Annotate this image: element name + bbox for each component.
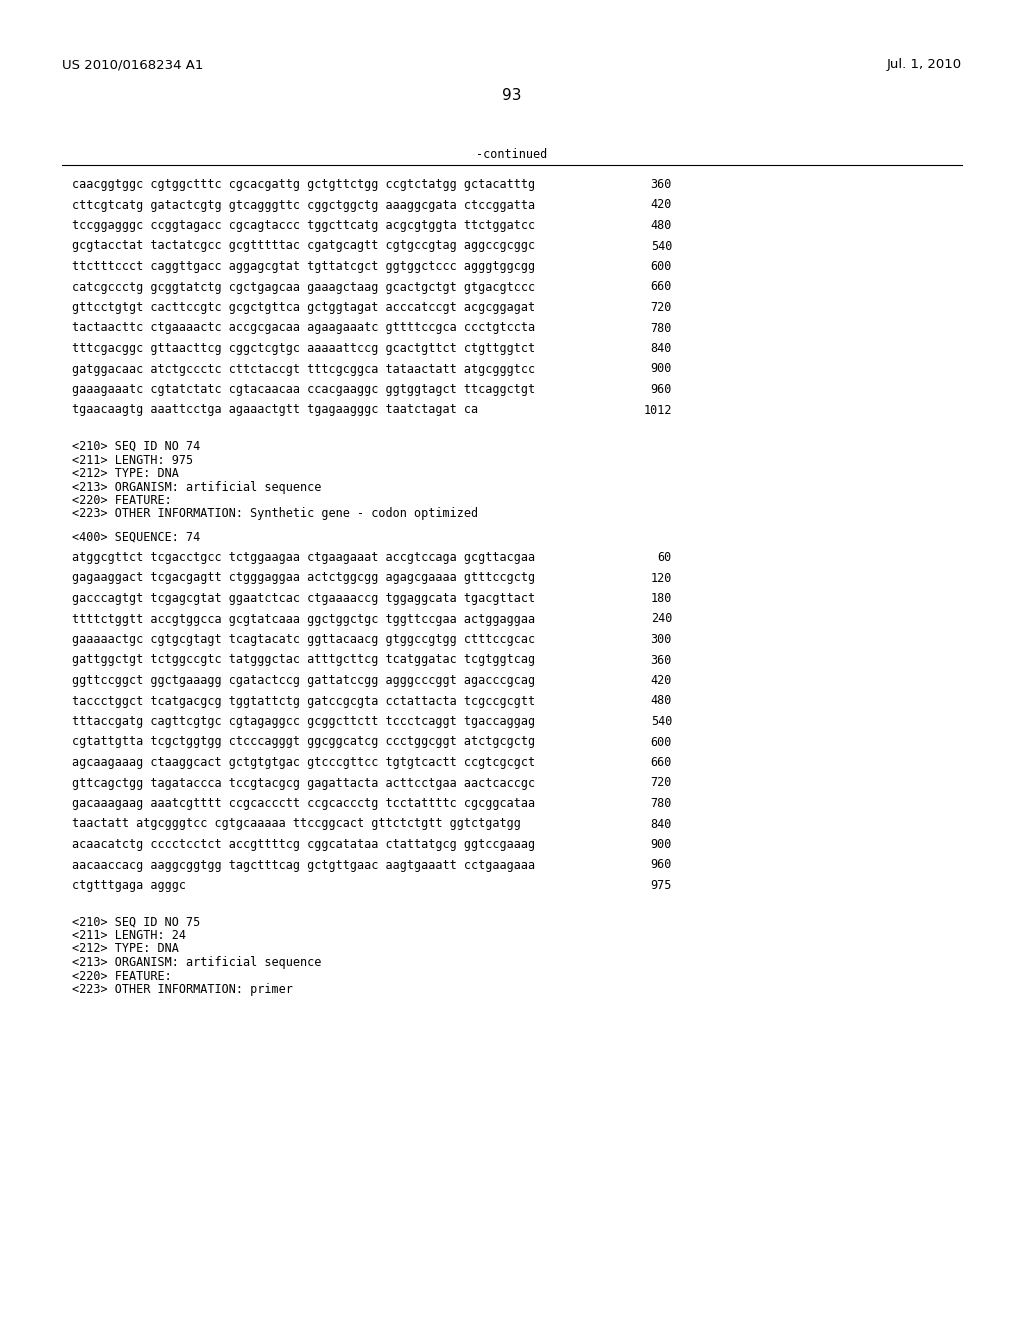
Text: gcgtacctat tactatcgcc gcgtttttac cgatgcagtt cgtgccgtag aggccgcggc: gcgtacctat tactatcgcc gcgtttttac cgatgca…: [72, 239, 536, 252]
Text: gttcagctgg tagataccca tccgtacgcg gagattacta acttcctgaa aactcaccgc: gttcagctgg tagataccca tccgtacgcg gagatta…: [72, 776, 536, 789]
Text: <210> SEQ ID NO 74: <210> SEQ ID NO 74: [72, 440, 201, 453]
Text: tactaacttc ctgaaaactc accgcgacaa agaagaaatc gttttccgca ccctgtccta: tactaacttc ctgaaaactc accgcgacaa agaagaa…: [72, 322, 536, 334]
Text: 420: 420: [650, 675, 672, 686]
Text: <223> OTHER INFORMATION: Synthetic gene - codon optimized: <223> OTHER INFORMATION: Synthetic gene …: [72, 507, 478, 520]
Text: 93: 93: [502, 88, 522, 103]
Text: agcaagaaag ctaaggcact gctgtgtgac gtcccgttcc tgtgtcactt ccgtcgcgct: agcaagaaag ctaaggcact gctgtgtgac gtcccgt…: [72, 756, 536, 770]
Text: 600: 600: [650, 260, 672, 273]
Text: US 2010/0168234 A1: US 2010/0168234 A1: [62, 58, 204, 71]
Text: <400> SEQUENCE: 74: <400> SEQUENCE: 74: [72, 531, 201, 544]
Text: 660: 660: [650, 756, 672, 770]
Text: gacccagtgt tcgagcgtat ggaatctcac ctgaaaaccg tggaggcata tgacgttact: gacccagtgt tcgagcgtat ggaatctcac ctgaaaa…: [72, 591, 536, 605]
Text: gaaaaactgc cgtgcgtagt tcagtacatc ggttacaacg gtggccgtgg ctttccgcac: gaaaaactgc cgtgcgtagt tcagtacatc ggttaca…: [72, 634, 536, 645]
Text: caacggtggc cgtggctttc cgcacgattg gctgttctgg ccgtctatgg gctacatttg: caacggtggc cgtggctttc cgcacgattg gctgttc…: [72, 178, 536, 191]
Text: 975: 975: [650, 879, 672, 892]
Text: tgaacaagtg aaattcctga agaaactgtt tgagaagggc taatctagat ca: tgaacaagtg aaattcctga agaaactgtt tgagaag…: [72, 404, 478, 417]
Text: ctgtttgaga agggc: ctgtttgaga agggc: [72, 879, 186, 892]
Text: acaacatctg cccctcctct accgttttcg cggcatataa ctattatgcg ggtccgaaag: acaacatctg cccctcctct accgttttcg cggcata…: [72, 838, 536, 851]
Text: -continued: -continued: [476, 148, 548, 161]
Text: taccctggct tcatgacgcg tggtattctg gatccgcgta cctattacta tcgccgcgtt: taccctggct tcatgacgcg tggtattctg gatccgc…: [72, 694, 536, 708]
Text: <212> TYPE: DNA: <212> TYPE: DNA: [72, 467, 179, 480]
Text: tttcgacggc gttaacttcg cggctcgtgc aaaaattccg gcactgttct ctgttggtct: tttcgacggc gttaacttcg cggctcgtgc aaaaatt…: [72, 342, 536, 355]
Text: <211> LENGTH: 24: <211> LENGTH: 24: [72, 929, 186, 942]
Text: tccggagggc ccggtagacc cgcagtaccc tggcttcatg acgcgtggta ttctggatcc: tccggagggc ccggtagacc cgcagtaccc tggcttc…: [72, 219, 536, 232]
Text: tttaccgatg cagttcgtgc cgtagaggcc gcggcttctt tccctcaggt tgaccaggag: tttaccgatg cagttcgtgc cgtagaggcc gcggctt…: [72, 715, 536, 729]
Text: <212> TYPE: DNA: <212> TYPE: DNA: [72, 942, 179, 956]
Text: <213> ORGANISM: artificial sequence: <213> ORGANISM: artificial sequence: [72, 480, 322, 494]
Text: <220> FEATURE:: <220> FEATURE:: [72, 494, 172, 507]
Text: 600: 600: [650, 735, 672, 748]
Text: 60: 60: [657, 550, 672, 564]
Text: 360: 360: [650, 653, 672, 667]
Text: ttttctggtt accgtggcca gcgtatcaaa ggctggctgc tggttccgaa actggaggaa: ttttctggtt accgtggcca gcgtatcaaa ggctggc…: [72, 612, 536, 626]
Text: 840: 840: [650, 342, 672, 355]
Text: <220> FEATURE:: <220> FEATURE:: [72, 969, 172, 982]
Text: 900: 900: [650, 363, 672, 375]
Text: 480: 480: [650, 694, 672, 708]
Text: <213> ORGANISM: artificial sequence: <213> ORGANISM: artificial sequence: [72, 956, 322, 969]
Text: 960: 960: [650, 383, 672, 396]
Text: 900: 900: [650, 838, 672, 851]
Text: 720: 720: [650, 301, 672, 314]
Text: 480: 480: [650, 219, 672, 232]
Text: aacaaccacg aaggcggtgg tagctttcag gctgttgaac aagtgaaatt cctgaagaaa: aacaaccacg aaggcggtgg tagctttcag gctgttg…: [72, 858, 536, 871]
Text: <223> OTHER INFORMATION: primer: <223> OTHER INFORMATION: primer: [72, 983, 293, 997]
Text: 540: 540: [650, 715, 672, 729]
Text: atggcgttct tcgacctgcc tctggaagaa ctgaagaaat accgtccaga gcgttacgaa: atggcgttct tcgacctgcc tctggaagaa ctgaaga…: [72, 550, 536, 564]
Text: <211> LENGTH: 975: <211> LENGTH: 975: [72, 454, 194, 466]
Text: 780: 780: [650, 322, 672, 334]
Text: 960: 960: [650, 858, 672, 871]
Text: gttcctgtgt cacttccgtc gcgctgttca gctggtagat acccatccgt acgcggagat: gttcctgtgt cacttccgtc gcgctgttca gctggta…: [72, 301, 536, 314]
Text: Jul. 1, 2010: Jul. 1, 2010: [887, 58, 962, 71]
Text: gacaaagaag aaatcgtttt ccgcaccctt ccgcaccctg tcctattttc cgcggcataa: gacaaagaag aaatcgtttt ccgcaccctt ccgcacc…: [72, 797, 536, 810]
Text: 720: 720: [650, 776, 672, 789]
Text: ggttccggct ggctgaaagg cgatactccg gattatccgg agggcccggt agacccgcag: ggttccggct ggctgaaagg cgatactccg gattatc…: [72, 675, 536, 686]
Text: cgtattgtta tcgctggtgg ctcccagggt ggcggcatcg ccctggcggt atctgcgctg: cgtattgtta tcgctggtgg ctcccagggt ggcggca…: [72, 735, 536, 748]
Text: gattggctgt tctggccgtc tatgggctac atttgcttcg tcatggatac tcgtggtcag: gattggctgt tctggccgtc tatgggctac atttgct…: [72, 653, 536, 667]
Text: 540: 540: [650, 239, 672, 252]
Text: <210> SEQ ID NO 75: <210> SEQ ID NO 75: [72, 916, 201, 928]
Text: 840: 840: [650, 817, 672, 830]
Text: 120: 120: [650, 572, 672, 585]
Text: 1012: 1012: [643, 404, 672, 417]
Text: cttcgtcatg gatactcgtg gtcagggttc cggctggctg aaaggcgata ctccggatta: cttcgtcatg gatactcgtg gtcagggttc cggctgg…: [72, 198, 536, 211]
Text: gaaagaaatc cgtatctatc cgtacaacaa ccacgaaggc ggtggtagct ttcaggctgt: gaaagaaatc cgtatctatc cgtacaacaa ccacgaa…: [72, 383, 536, 396]
Text: gagaaggact tcgacgagtt ctgggaggaa actctggcgg agagcgaaaa gtttccgctg: gagaaggact tcgacgagtt ctgggaggaa actctgg…: [72, 572, 536, 585]
Text: 180: 180: [650, 591, 672, 605]
Text: ttctttccct caggttgacc aggagcgtat tgttatcgct ggtggctccc agggtggcgg: ttctttccct caggttgacc aggagcgtat tgttatc…: [72, 260, 536, 273]
Text: 300: 300: [650, 634, 672, 645]
Text: 420: 420: [650, 198, 672, 211]
Text: 240: 240: [650, 612, 672, 626]
Text: 360: 360: [650, 178, 672, 191]
Text: gatggacaac atctgccctc cttctaccgt tttcgcggca tataactatt atgcgggtcc: gatggacaac atctgccctc cttctaccgt tttcgcg…: [72, 363, 536, 375]
Text: catcgccctg gcggtatctg cgctgagcaa gaaagctaag gcactgctgt gtgacgtccc: catcgccctg gcggtatctg cgctgagcaa gaaagct…: [72, 281, 536, 293]
Text: 780: 780: [650, 797, 672, 810]
Text: taactatt atgcgggtcc cgtgcaaaaa ttccggcact gttctctgtt ggtctgatgg: taactatt atgcgggtcc cgtgcaaaaa ttccggcac…: [72, 817, 521, 830]
Text: 660: 660: [650, 281, 672, 293]
